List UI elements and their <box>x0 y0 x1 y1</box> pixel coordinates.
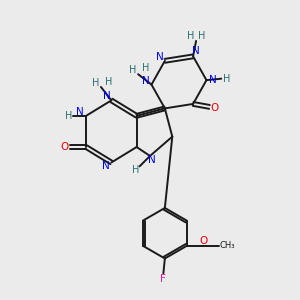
Text: H: H <box>105 77 112 87</box>
Text: N: N <box>208 75 216 85</box>
Text: N: N <box>148 155 155 165</box>
Text: N: N <box>102 161 110 171</box>
Text: N: N <box>142 76 149 86</box>
Text: O: O <box>61 142 69 152</box>
Text: H: H <box>132 165 140 175</box>
Text: CH₃: CH₃ <box>219 242 235 250</box>
Text: H: H <box>223 74 230 84</box>
Text: H: H <box>92 78 100 88</box>
Text: O: O <box>210 103 219 113</box>
Text: H: H <box>198 31 205 41</box>
Text: O: O <box>199 236 207 246</box>
Text: N: N <box>76 107 83 117</box>
Text: H: H <box>129 65 137 75</box>
Text: H: H <box>142 63 149 73</box>
Text: F: F <box>160 274 166 284</box>
Text: H: H <box>64 111 72 121</box>
Text: H: H <box>187 31 194 41</box>
Text: N: N <box>103 91 111 101</box>
Text: N: N <box>156 52 164 62</box>
Text: N: N <box>192 46 200 56</box>
